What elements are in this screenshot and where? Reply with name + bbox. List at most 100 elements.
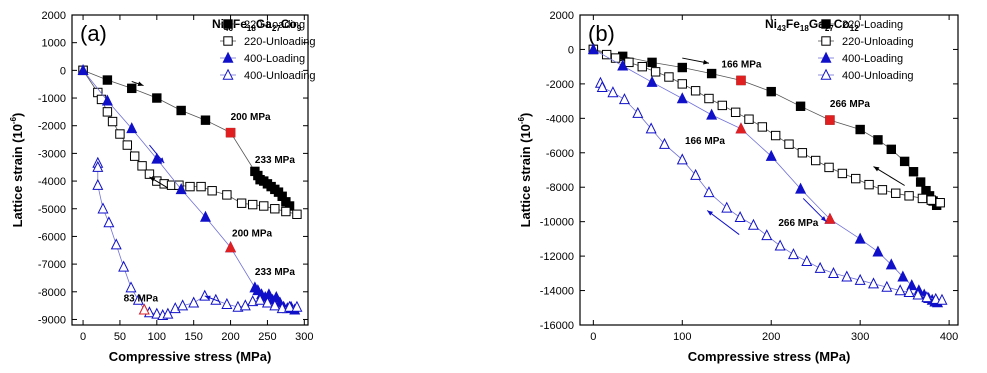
legend-marker bbox=[821, 36, 831, 46]
data-point-220-Unloading bbox=[717, 100, 728, 111]
x-tick-label: 50 bbox=[114, 331, 126, 343]
data-point-220-Unloading bbox=[222, 190, 232, 200]
data-point-400-Unloading bbox=[814, 261, 826, 273]
data-point-400-Loading bbox=[885, 258, 897, 270]
y-tick-label: -2000 bbox=[38, 121, 66, 133]
data-point-220-Unloading bbox=[281, 206, 291, 217]
data-point-400-Unloading bbox=[930, 292, 942, 304]
data-point-400-Unloading bbox=[734, 211, 746, 223]
data-point-220-Unloading bbox=[926, 195, 937, 205]
arrow-head bbox=[149, 176, 156, 182]
data-point-400-Loading bbox=[270, 291, 282, 303]
annotation-label: 166 MPa bbox=[685, 136, 725, 147]
data-point-400-Unloading bbox=[894, 284, 906, 296]
data-point-400-Unloading bbox=[721, 201, 733, 213]
highlight-point bbox=[736, 75, 746, 86]
y-tick-label: -12000 bbox=[540, 251, 574, 263]
data-point-220-Unloading bbox=[102, 107, 113, 117]
panel-a: 0 50 100 150 200 250 300 2000 1000 0 -1000 -2000 -30… bbox=[9, 10, 316, 364]
plot-frame bbox=[579, 14, 959, 326]
direction-arrow bbox=[873, 166, 905, 186]
data-point-220-Loading bbox=[855, 124, 865, 135]
legend-marker bbox=[820, 51, 832, 63]
data-point-220-Loading bbox=[127, 83, 137, 94]
data-point-400-Loading bbox=[175, 183, 187, 195]
x-tick-label: 150 bbox=[185, 331, 203, 343]
data-point-400-Unloading bbox=[618, 93, 630, 105]
data-point-220-Unloading bbox=[196, 181, 206, 192]
data-point-220-Unloading bbox=[730, 107, 741, 118]
data-point-400-Unloading bbox=[239, 299, 251, 311]
data-point-220-Unloading bbox=[744, 114, 754, 124]
data-point-220-Unloading bbox=[824, 162, 834, 173]
annotation-label: 233 MPa bbox=[255, 155, 295, 166]
y-tick-label: 0 bbox=[60, 65, 66, 77]
data-point-400-Loading bbox=[199, 210, 211, 222]
data-point-400-Unloading bbox=[881, 280, 893, 292]
data-point-400-Unloading bbox=[774, 239, 786, 251]
data-point-400-Unloading bbox=[747, 218, 759, 230]
panel-label: (a) bbox=[80, 21, 107, 46]
data-point-400-Unloading bbox=[276, 302, 288, 314]
data-point-400-Unloading bbox=[690, 168, 702, 180]
data-point-220-Loading bbox=[766, 86, 776, 97]
data-point-220-Loading bbox=[152, 93, 162, 103]
data-point-220-Loading bbox=[200, 115, 211, 125]
legend-entry: 400-Loading bbox=[842, 53, 903, 65]
series-line-220-Unloading bbox=[593, 49, 941, 204]
x-tick-label: 0 bbox=[80, 331, 86, 343]
data-point-220-Loading bbox=[102, 75, 113, 85]
legend-marker bbox=[222, 51, 234, 63]
data-point-400-Unloading bbox=[132, 293, 144, 305]
data-point-220-Unloading bbox=[292, 209, 302, 219]
y-tick-label: -10000 bbox=[540, 217, 574, 229]
y-tick-label: -4000 bbox=[38, 176, 66, 188]
data-point-400-Loading bbox=[151, 152, 163, 164]
legend-marker bbox=[821, 19, 831, 29]
data-point-400-Unloading bbox=[867, 277, 880, 289]
data-point-220-Unloading bbox=[650, 67, 661, 77]
data-point-220-Unloading bbox=[664, 72, 674, 82]
y-tick-label: 1000 bbox=[42, 38, 66, 50]
y-tick-label: -9000 bbox=[38, 314, 66, 326]
legend-entry: 220-Loading bbox=[244, 19, 305, 31]
data-point-400-Unloading bbox=[261, 296, 273, 308]
data-point-400-Unloading bbox=[607, 86, 619, 98]
data-point-220-Unloading bbox=[770, 130, 781, 141]
data-point-220-Unloading bbox=[864, 179, 874, 190]
data-point-400-Unloading bbox=[596, 81, 608, 93]
y-tick-label: 2000 bbox=[42, 10, 66, 22]
annotation-label: 200 MPa bbox=[232, 228, 272, 239]
annotation-label: 200 MPa bbox=[231, 112, 271, 123]
data-point-220-Unloading bbox=[757, 122, 768, 132]
data-point-400-Loading bbox=[795, 182, 807, 194]
data-point-400-Unloading bbox=[761, 229, 773, 241]
legend-entry: 220-Unloading bbox=[842, 36, 914, 48]
annotation-label: 266 MPa bbox=[830, 99, 870, 110]
data-point-400-Unloading bbox=[221, 297, 233, 309]
arrow-head bbox=[707, 210, 714, 216]
data-point-400-Unloading bbox=[921, 291, 933, 303]
data-point-400-Unloading bbox=[291, 300, 303, 312]
arrow-head bbox=[137, 81, 144, 86]
data-point-220-Unloading bbox=[704, 93, 714, 104]
data-point-400-Unloading bbox=[269, 299, 281, 311]
y-tick-label: -1000 bbox=[38, 93, 66, 105]
data-point-220-Unloading bbox=[236, 198, 247, 208]
annotation-label: 83 MPa bbox=[124, 293, 159, 304]
data-point-220-Unloading bbox=[784, 139, 794, 149]
data-point-400-Unloading bbox=[232, 300, 244, 312]
data-point-400-Unloading bbox=[658, 137, 671, 149]
data-point-400-Unloading bbox=[284, 300, 296, 312]
y-tick-label: -6000 bbox=[546, 148, 574, 160]
data-point-220-Unloading bbox=[129, 151, 140, 161]
y-tick-label: -2000 bbox=[546, 79, 574, 91]
data-point-400-Unloading bbox=[903, 285, 915, 297]
panel-label: (b) bbox=[588, 21, 615, 46]
highlight-point bbox=[824, 212, 836, 224]
data-point-220-Unloading bbox=[115, 129, 125, 139]
data-point-400-Loading bbox=[587, 43, 599, 55]
data-point-400-Unloading bbox=[787, 248, 799, 260]
arrow-head bbox=[204, 295, 211, 301]
data-point-400-Unloading bbox=[103, 216, 115, 228]
